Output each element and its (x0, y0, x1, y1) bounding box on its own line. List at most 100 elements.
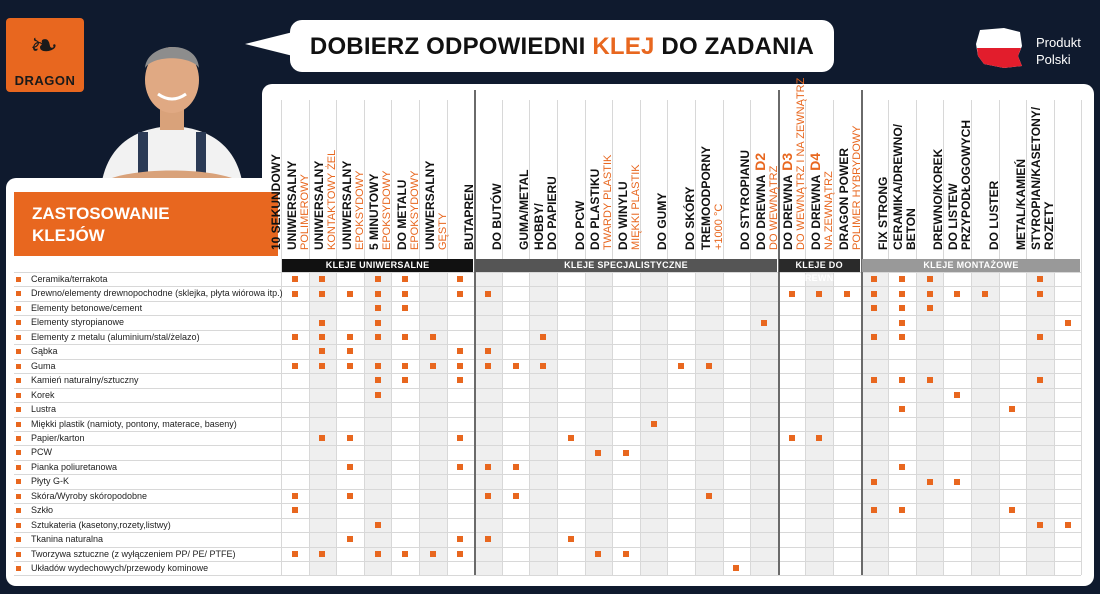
mark-dot (899, 464, 905, 471)
row-divider (14, 503, 1082, 505)
row-label: Korek (31, 389, 55, 400)
row-divider (14, 517, 1082, 519)
column-title: UNIWERSALNY (284, 160, 299, 250)
column-subtitle: POLIMER HYBRYDOWY (850, 125, 863, 251)
presenter-image (100, 46, 244, 198)
mark-dot (954, 290, 961, 297)
column-subtitle: POLIMEROWY (298, 174, 311, 250)
row-label: Guma (31, 360, 56, 371)
mark-dot (623, 550, 629, 557)
mark-dot (871, 478, 878, 485)
column-divider (336, 100, 338, 576)
mark-dot (1064, 521, 1071, 528)
mark-dot (1037, 290, 1043, 297)
row-label: PCW (31, 447, 52, 458)
row-divider (14, 344, 1082, 346)
mark-dot (402, 290, 409, 297)
row-bullet-icon (16, 407, 21, 413)
mark-dot (595, 449, 602, 456)
mark-dot (347, 334, 353, 341)
column-header-text: 10 SEKUNDOWY (269, 92, 283, 250)
column-header-text: DO PLASTIKU TWARDY PLASTIK (588, 92, 614, 250)
column-divider (391, 100, 393, 576)
mark-dot (540, 362, 547, 369)
column-title: DO WINYLU (615, 181, 630, 250)
dragon-icon: ❧ (29, 27, 59, 65)
column-divider (777, 90, 780, 576)
column-header-text: FIX STRONG (876, 92, 890, 250)
mark-dot (347, 290, 353, 297)
column-header-text: DO SKÓRY (683, 92, 697, 250)
mark-dot (374, 276, 381, 283)
mark-dot (485, 464, 491, 471)
mark-dot (374, 521, 381, 528)
column-divider (860, 90, 863, 576)
mark-dot (540, 334, 547, 341)
column-shade (805, 272, 833, 576)
row-bullet-icon (16, 435, 21, 441)
column-divider (971, 100, 972, 576)
mark-dot (899, 276, 905, 283)
row-label: Elementy z metalu (aluminium/stal/żelazo… (31, 331, 200, 342)
column-title: 10 SEKUNDOWY (269, 153, 283, 250)
column-divider (943, 100, 945, 576)
column-title: DO METALU (395, 179, 409, 250)
column-divider (833, 100, 834, 576)
row-bullet-icon (16, 537, 21, 543)
column-title: CERAMIKA/DREWNO/ (890, 124, 905, 250)
mark-dot (899, 377, 905, 384)
row-divider (14, 358, 1082, 360)
row-label: Skóra/Wyroby skóropodobne (31, 490, 147, 501)
mark-dot (291, 507, 298, 514)
column-divider (1053, 100, 1055, 576)
group-label: KLEJE MONTAŻOWE (861, 259, 1081, 272)
mark-dot (347, 536, 353, 543)
column-header-text: TREMOODPORNY +1000 °C (699, 92, 725, 250)
column-subtitle: ROZETY (1041, 201, 1056, 250)
column-subtitle: GĘSTY (436, 212, 449, 250)
banner-title: DOBIERZ ODPOWIEDNI KLEJ DO ZADANIA (309, 33, 815, 60)
row-label: Szkło (31, 505, 54, 516)
column-header: STYROPIAN/KASETONY/ROZETY (1029, 90, 1081, 252)
mark-dot (429, 334, 436, 341)
table-board (262, 84, 1094, 586)
column-divider (722, 100, 724, 576)
column-title: DREWNO/KOREK (931, 148, 946, 250)
mark-dot (347, 348, 353, 355)
column-divider (529, 100, 531, 576)
mark-dot (595, 550, 602, 557)
column-header-text: DO DREWNA D3 DO WEWNĄTRZ I NA ZEWNĄTRZ (779, 78, 807, 250)
mark-dot (429, 550, 436, 557)
mark-dot (402, 276, 409, 283)
column-title: DO STYROPIANU (738, 149, 753, 250)
group-label: KLEJE UNIWERSALNE (282, 259, 474, 272)
mark-dot (347, 362, 353, 369)
row-bullet-icon (16, 450, 21, 456)
row-bullet-icon (16, 421, 21, 427)
column-divider (888, 100, 890, 576)
row-label: Elementy betonowe/cement (31, 302, 143, 313)
mark-dot (402, 377, 409, 384)
mark-dot (954, 478, 961, 485)
row-label: Lustra (31, 404, 57, 415)
column-divider (557, 100, 558, 576)
column-title: DO SKÓRY (683, 186, 697, 250)
row-divider (14, 315, 1082, 317)
mark-dot (347, 435, 353, 442)
column-divider (805, 100, 807, 576)
mark-dot (650, 420, 657, 427)
mark-dot (402, 550, 409, 557)
mark-dot (1037, 334, 1043, 341)
mark-dot (705, 492, 712, 499)
mark-dot (981, 290, 988, 297)
column-header-text: UNIWERSALNY KONTAKTOWY ŻEL (312, 92, 338, 250)
column-subtitle: PRZYPODŁOGOWYCH (959, 119, 973, 250)
row-divider (14, 329, 1082, 331)
column-header-text: DO GUMY (655, 92, 669, 250)
column-header-text: UNIWERSALNY POLIMEROWY (284, 92, 311, 250)
origin-label: Produkt Polski (1036, 35, 1081, 67)
mark-dot (319, 362, 326, 369)
column-shade (308, 272, 337, 576)
column-divider (474, 90, 477, 576)
column-header-text: METAL/KAMIEŃ (1014, 92, 1028, 250)
